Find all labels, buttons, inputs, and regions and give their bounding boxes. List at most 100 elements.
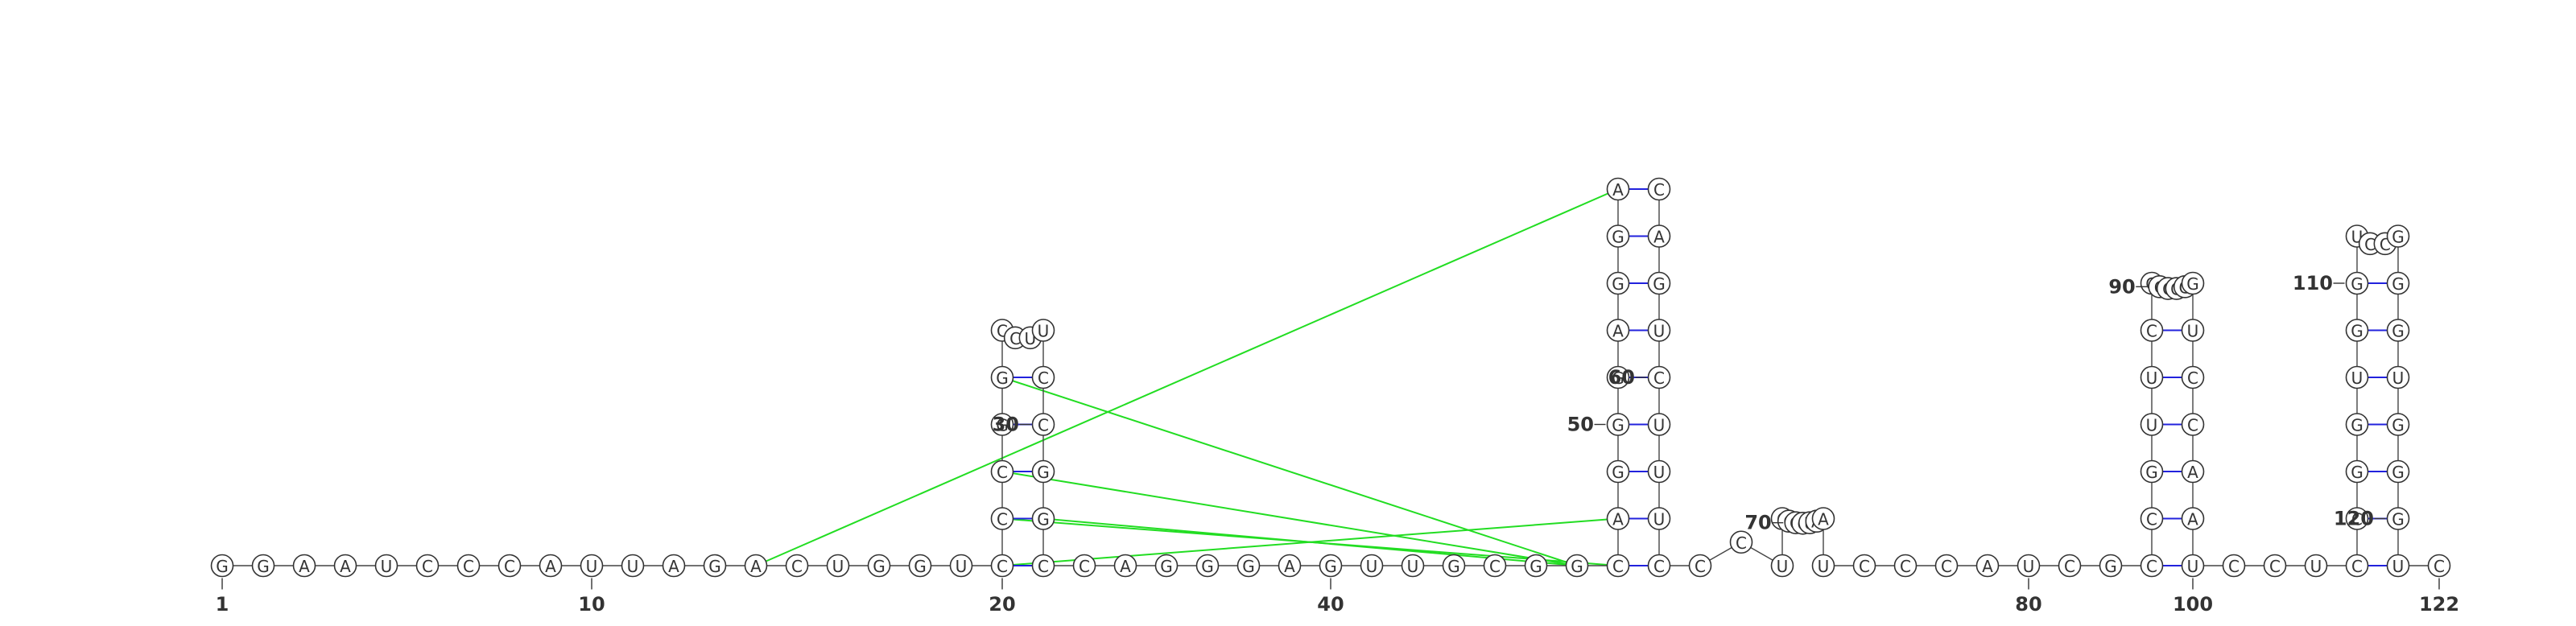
nucleotide: A	[744, 554, 768, 578]
nucleotide-letter: G	[996, 416, 1009, 435]
nucleotide: A	[1811, 507, 1835, 530]
nucleotide: G	[2386, 459, 2410, 484]
nucleotide-circle	[2345, 271, 2369, 295]
nucleotide-circle	[2345, 413, 2369, 436]
nucleotide-circle	[1236, 554, 1261, 578]
nucleotide-letter: G	[1447, 557, 1460, 576]
nucleotide-circle	[2345, 365, 2369, 389]
nucleotide-letter: C	[791, 557, 803, 576]
nucleotide-circle	[1031, 459, 1055, 484]
nucleotide-circle	[1195, 554, 1220, 578]
nucleotide-circle	[990, 507, 1014, 530]
nucleotide-letter: U	[2310, 557, 2322, 576]
nucleotide: C	[1934, 554, 1959, 578]
nucleotide-letter: C	[2364, 235, 2376, 254]
nucleotide-letter: A	[340, 557, 351, 576]
pseudoknot-line	[1001, 471, 1578, 566]
nucleotide-letter: C	[1612, 557, 1624, 576]
nucleotide: U	[2181, 319, 2205, 342]
nucleotide-circle	[1893, 554, 1918, 578]
nucleotide: C	[2140, 554, 2164, 578]
nucleotide: G	[908, 554, 932, 578]
nucleotide-letter: G	[2145, 463, 2158, 482]
nucleotide: U	[1811, 554, 1835, 578]
nucleotide-letter: C	[2228, 557, 2240, 576]
nucleotide-circle	[2181, 365, 2205, 389]
nucleotide: A	[333, 554, 357, 578]
nucleotide-letter: U	[1653, 510, 1666, 529]
nucleotide-circle	[949, 554, 973, 578]
nucleotide: G	[2345, 271, 2369, 295]
nucleotide-letter: A	[1120, 557, 1131, 576]
nucleotide-letter: U	[1653, 463, 1666, 482]
nucleotide: U	[2345, 365, 2369, 389]
nucleotide: G	[1606, 365, 1630, 389]
backbone-link	[1709, 546, 1732, 561]
nucleotide: U	[2386, 554, 2410, 578]
nucleotide-letter: C	[2434, 557, 2445, 576]
nucleotide-letter: G	[1324, 557, 1337, 576]
nucleotide-circle	[1647, 365, 1671, 389]
nucleotide-circle	[1606, 271, 1630, 295]
nucleotide-circle	[415, 554, 440, 578]
nucleotide-circle	[2181, 459, 2205, 484]
nucleotide-letter: G	[2104, 557, 2117, 576]
nucleotide-letter: C	[997, 510, 1008, 529]
nucleotide: C	[1606, 554, 1630, 578]
nucleotide-circle	[2222, 554, 2246, 578]
nucleotide-letter: G	[914, 557, 927, 576]
nucleotide-circle	[1319, 554, 1343, 578]
nucleotide: G	[1154, 554, 1179, 578]
nucleotide: U	[1647, 319, 1671, 342]
nucleotide-circle	[251, 554, 275, 578]
nucleotide-circle	[1811, 554, 1835, 578]
nucleotide-circle	[621, 554, 645, 578]
nucleotide: G	[2386, 413, 2410, 436]
nucleotide-letter: G	[1160, 557, 1173, 576]
nucleotide-circle	[2304, 554, 2328, 578]
nucleotide: C	[1072, 554, 1096, 578]
nucleotide: G	[1031, 507, 1055, 530]
nucleotide-letter: C	[2269, 557, 2281, 576]
nucleotide-letter: U	[2351, 369, 2363, 388]
nucleotide-circle	[1647, 459, 1671, 484]
nucleotide-circle	[2181, 507, 2205, 530]
nucleotide-letter: G	[1571, 557, 1583, 576]
position-number: 70	[1744, 512, 1771, 534]
position-number: 40	[1317, 593, 1344, 616]
nucleotide-letter: G	[1242, 557, 1255, 576]
nucleotide-circle	[2099, 554, 2123, 578]
nucleotide: G	[990, 365, 1014, 389]
nucleotide: G	[703, 554, 727, 578]
nucleotide: U	[2304, 554, 2328, 578]
nucleotide-circle	[2386, 554, 2410, 578]
nucleotide-circle	[2140, 319, 2164, 342]
nucleotide: C	[2140, 507, 2164, 530]
nucleotide: C	[990, 554, 1014, 578]
nucleotide-letter: G	[1612, 228, 1624, 247]
nucleotide: C	[2263, 554, 2287, 578]
nucleotide-letter: U	[2187, 557, 2199, 576]
nucleotide-letter: U	[2187, 322, 2199, 341]
nucleotide-letter: A	[1653, 228, 1665, 247]
nucleotide-circle	[785, 554, 809, 578]
nucleotide: U	[2140, 413, 2164, 436]
nucleotide-letter: C	[2187, 369, 2198, 388]
nucleotide: G	[1606, 224, 1630, 248]
nucleotide-letter: G	[1201, 557, 1214, 576]
position-number: 120	[2334, 508, 2374, 530]
nucleotide: G	[2386, 271, 2410, 295]
nucleotide-circle	[2386, 459, 2410, 484]
nucleotide-circle	[1606, 413, 1630, 436]
nucleotide-circle	[2386, 319, 2410, 342]
nucleotide-letter: U	[2023, 557, 2035, 576]
nucleotide: C	[1688, 554, 1712, 578]
nucleotide-circle	[1606, 177, 1630, 201]
nucleotide: G	[1606, 459, 1630, 484]
nucleotide-letter: U	[2392, 557, 2405, 576]
nucleotide-circle	[1031, 365, 1055, 389]
nucleotide-circle	[1031, 554, 1055, 578]
nucleotide-circle	[1278, 554, 1302, 578]
nucleotide-letter: G	[2392, 228, 2405, 247]
nucleotide-letter: C	[504, 557, 515, 576]
